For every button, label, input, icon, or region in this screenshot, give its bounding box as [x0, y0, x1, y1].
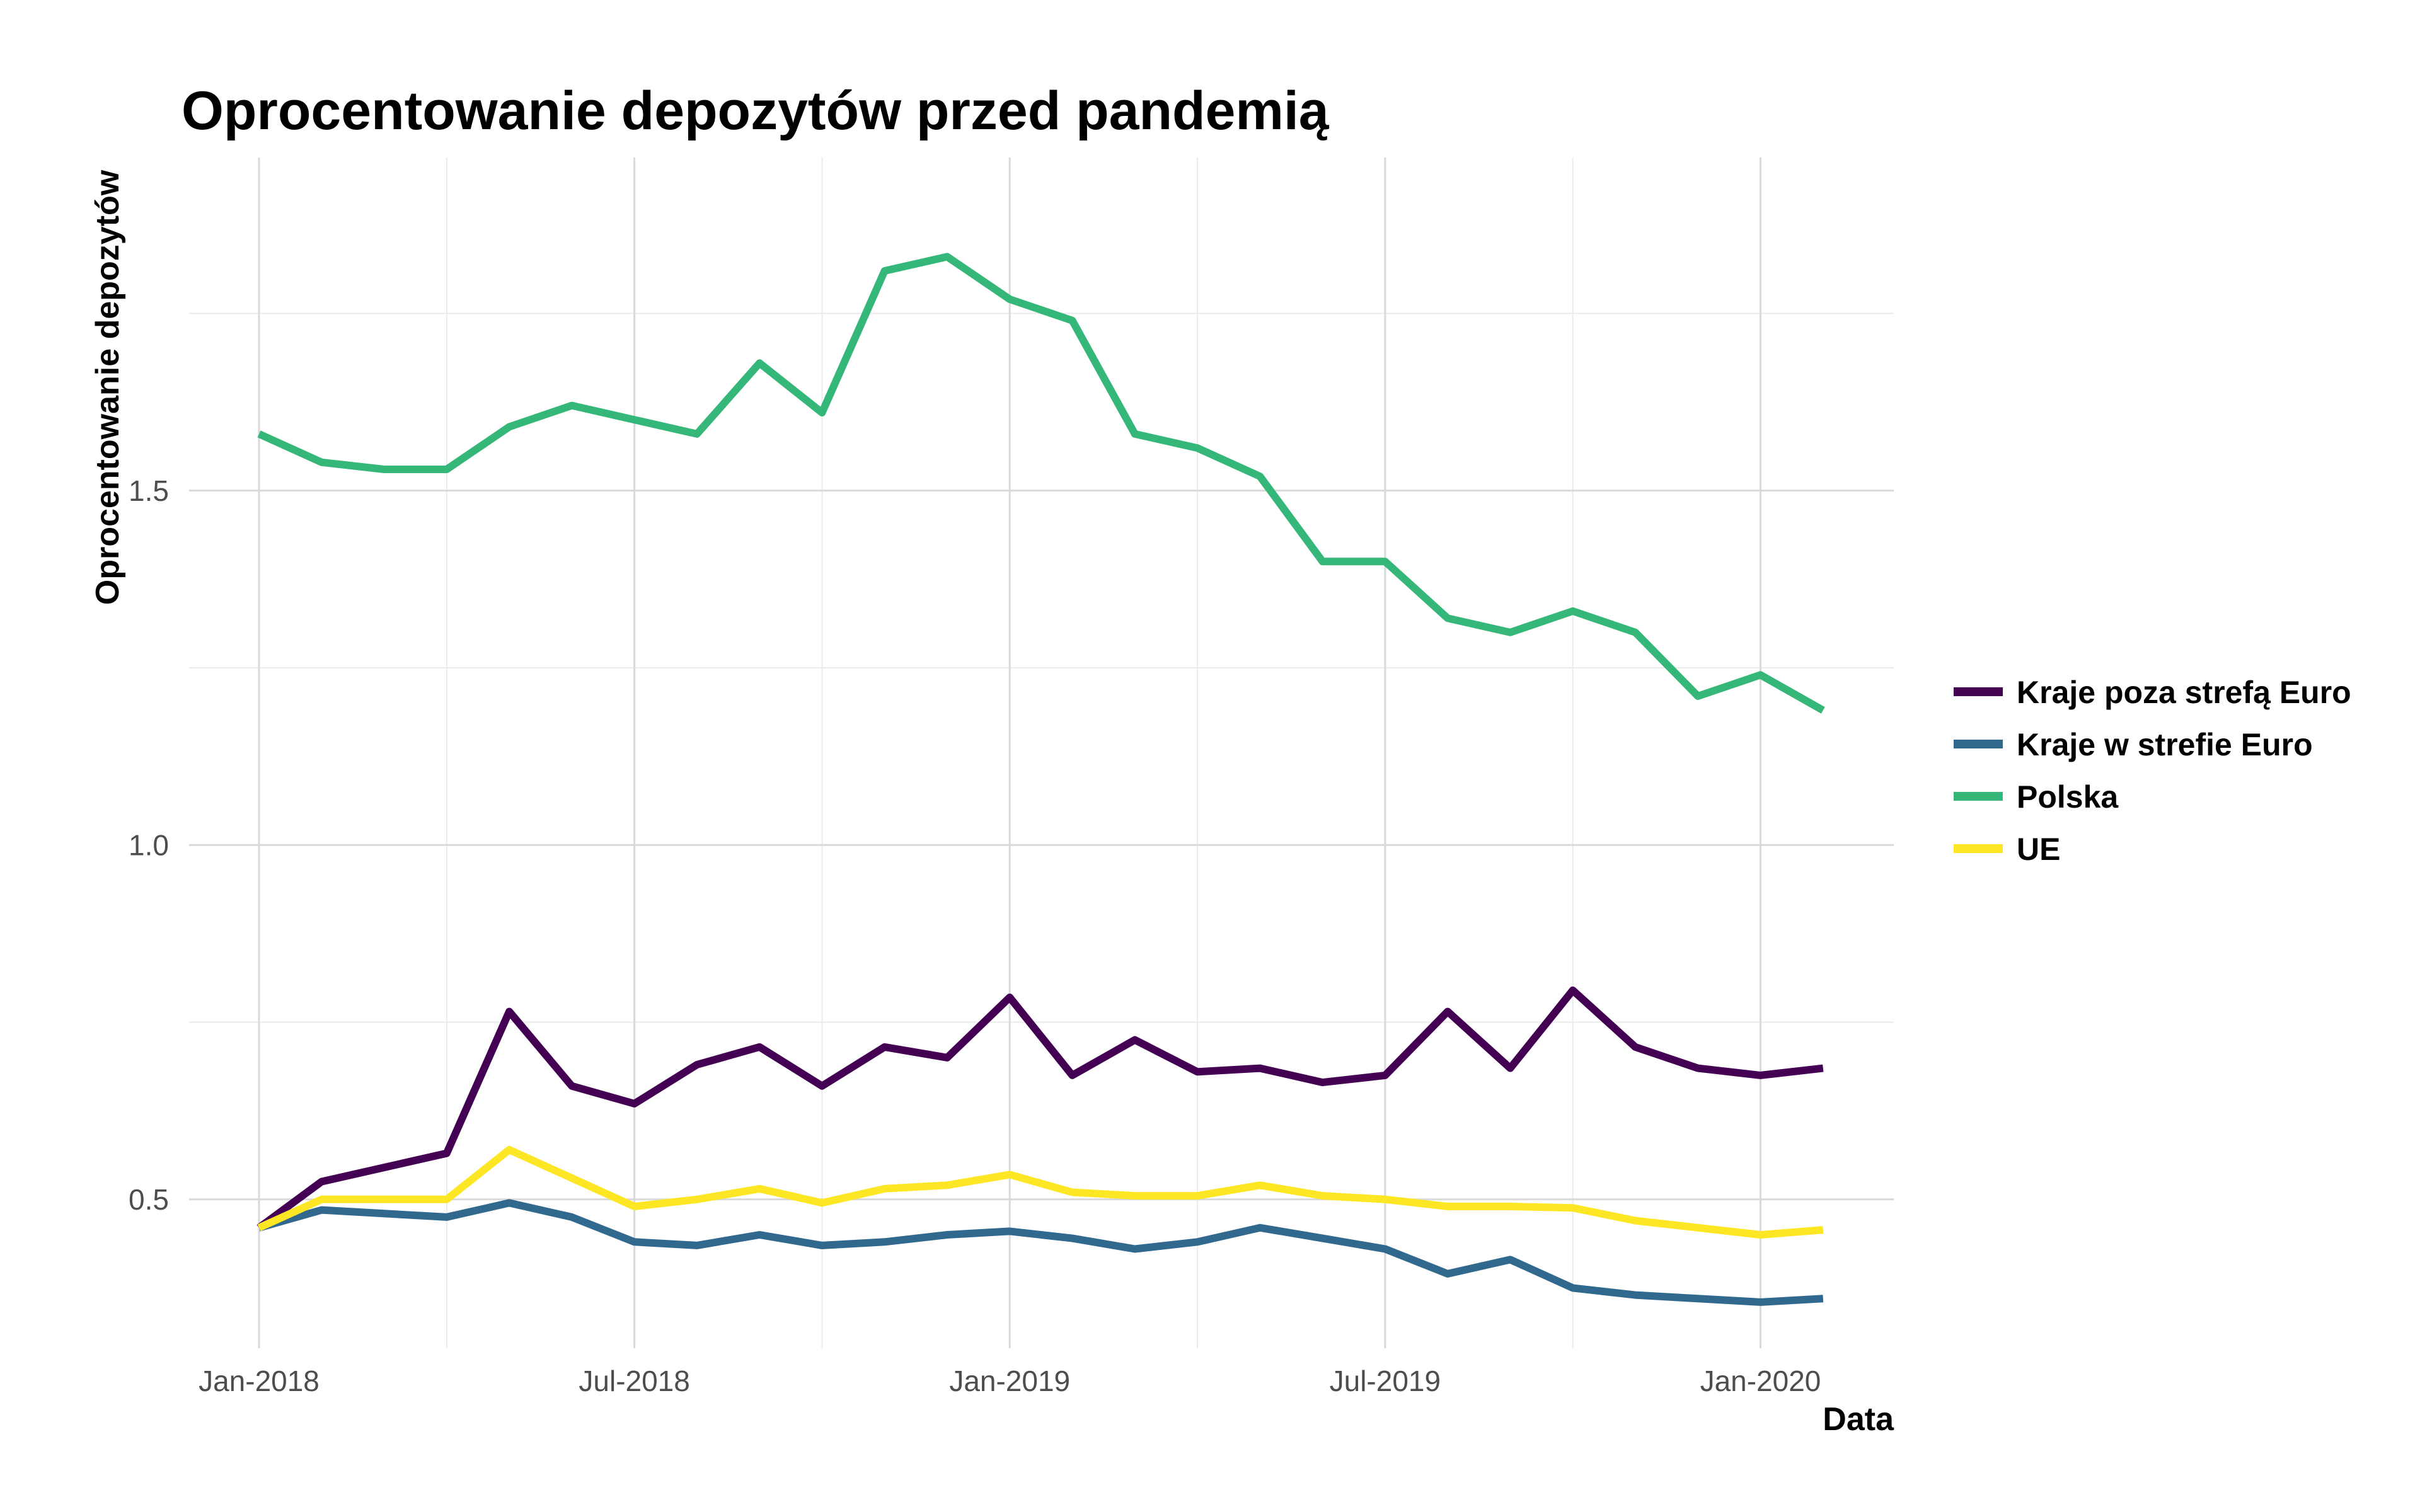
x-tick-label: Jan-2018 — [199, 1365, 320, 1397]
x-tick-labels: Jan-2018 Jul-2018 Jan-2019 Jul-2019 Jan-2020 — [199, 1365, 1821, 1397]
y-tick-labels: 0.5 1.0 1.5 — [129, 474, 169, 1216]
y-tick-label: 1.0 — [129, 828, 169, 861]
x-tick-label: Jul-2018 — [579, 1365, 689, 1397]
legend-item: Kraje poza strefą Euro — [1954, 675, 2351, 710]
y-tick-label: 0.5 — [129, 1183, 169, 1216]
y-tick-label: 1.5 — [129, 474, 169, 507]
legend-item: Kraje w strefie Euro — [1954, 727, 2313, 762]
chart-title: Oprocentowanie depozytów przed pandemią — [182, 81, 1330, 141]
x-axis-title: Data — [1823, 1401, 1894, 1438]
legend-item: Polska — [1954, 779, 2119, 815]
x-tick-label: Jan-2019 — [949, 1365, 1070, 1397]
grid-minor-y — [189, 312, 1894, 1023]
grid-major-y — [189, 490, 1894, 1201]
y-axis-title: Oprocentowanie depozytów — [89, 169, 126, 605]
legend-label: Polska — [2017, 779, 2119, 815]
series-line-polska — [257, 253, 1825, 714]
legend-label: Kraje w strefie Euro — [2017, 727, 2313, 762]
legend: Kraje poza strefą Euro Kraje w strefie Eu… — [1954, 675, 2351, 867]
x-tick-label: Jan-2020 — [1700, 1365, 1821, 1397]
legend-item: UE — [1954, 832, 2060, 867]
grid-major-x — [258, 158, 1761, 1348]
x-tick-label: Jul-2019 — [1330, 1365, 1441, 1397]
legend-label: Kraje poza strefą Euro — [2017, 675, 2351, 710]
series-line-kraje-w-strefie-euro — [258, 1199, 1824, 1306]
series-layer — [256, 253, 1825, 1306]
legend-label: UE — [2017, 832, 2060, 867]
series-line-ue — [257, 1146, 1824, 1239]
series-line-kraje-poza-strefa-euro — [256, 986, 1824, 1231]
